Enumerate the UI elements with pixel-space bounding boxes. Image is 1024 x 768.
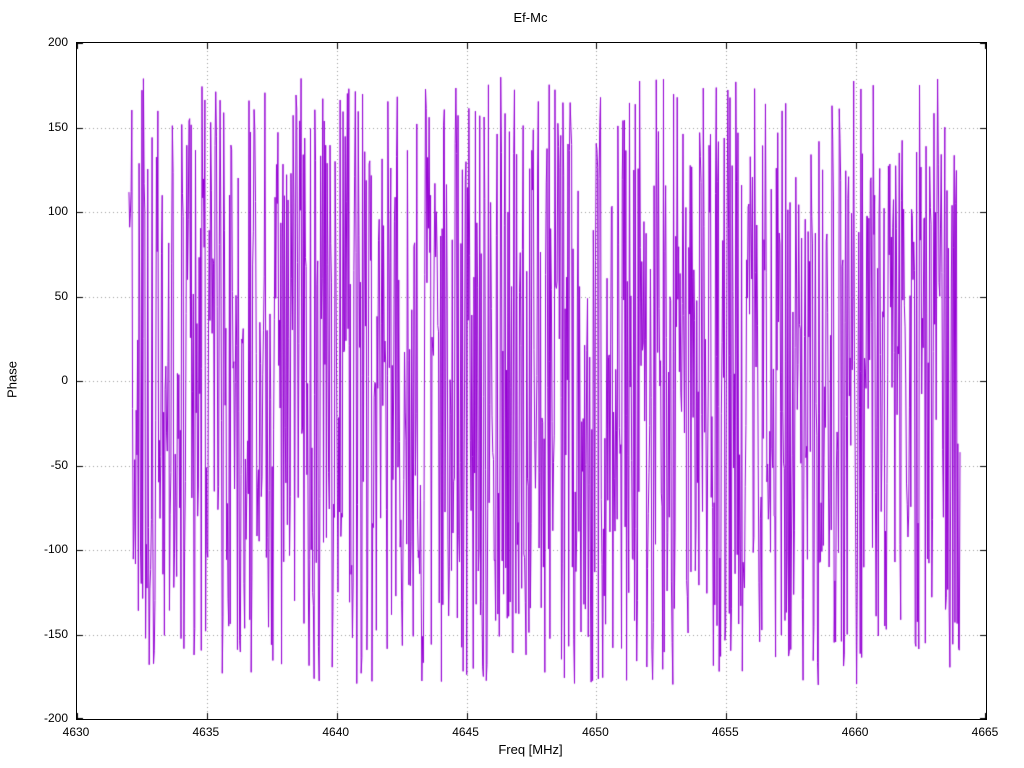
x-tick-label: 4640 (322, 725, 350, 739)
y-tick-label: 150 (47, 119, 68, 134)
plot-area (76, 42, 987, 720)
y-tick-label: -100 (43, 542, 68, 556)
x-tick-label: 4635 (192, 725, 220, 739)
y-tick-label: 0 (61, 373, 68, 387)
y-tick-label: -200 (43, 711, 68, 725)
x-tick-label: 4655 (711, 725, 739, 739)
y-tick-label: -50 (50, 457, 68, 472)
y-tick-label: 50 (54, 288, 68, 303)
x-tick-label: 4630 (62, 725, 90, 739)
x-tick-label: 4650 (582, 725, 609, 739)
x-axis-label: Freq [MHz] (498, 742, 563, 757)
x-tick-label: 4660 (841, 725, 869, 739)
y-tick-label: 200 (47, 35, 68, 49)
y-tick-label: -150 (43, 626, 68, 641)
x-tick-label: 4665 (971, 725, 999, 739)
plot-canvas (77, 43, 986, 719)
x-tick-label: 4645 (452, 725, 479, 739)
chart-title: Ef-Mc (513, 10, 548, 25)
y-tick-label: 100 (47, 204, 68, 218)
